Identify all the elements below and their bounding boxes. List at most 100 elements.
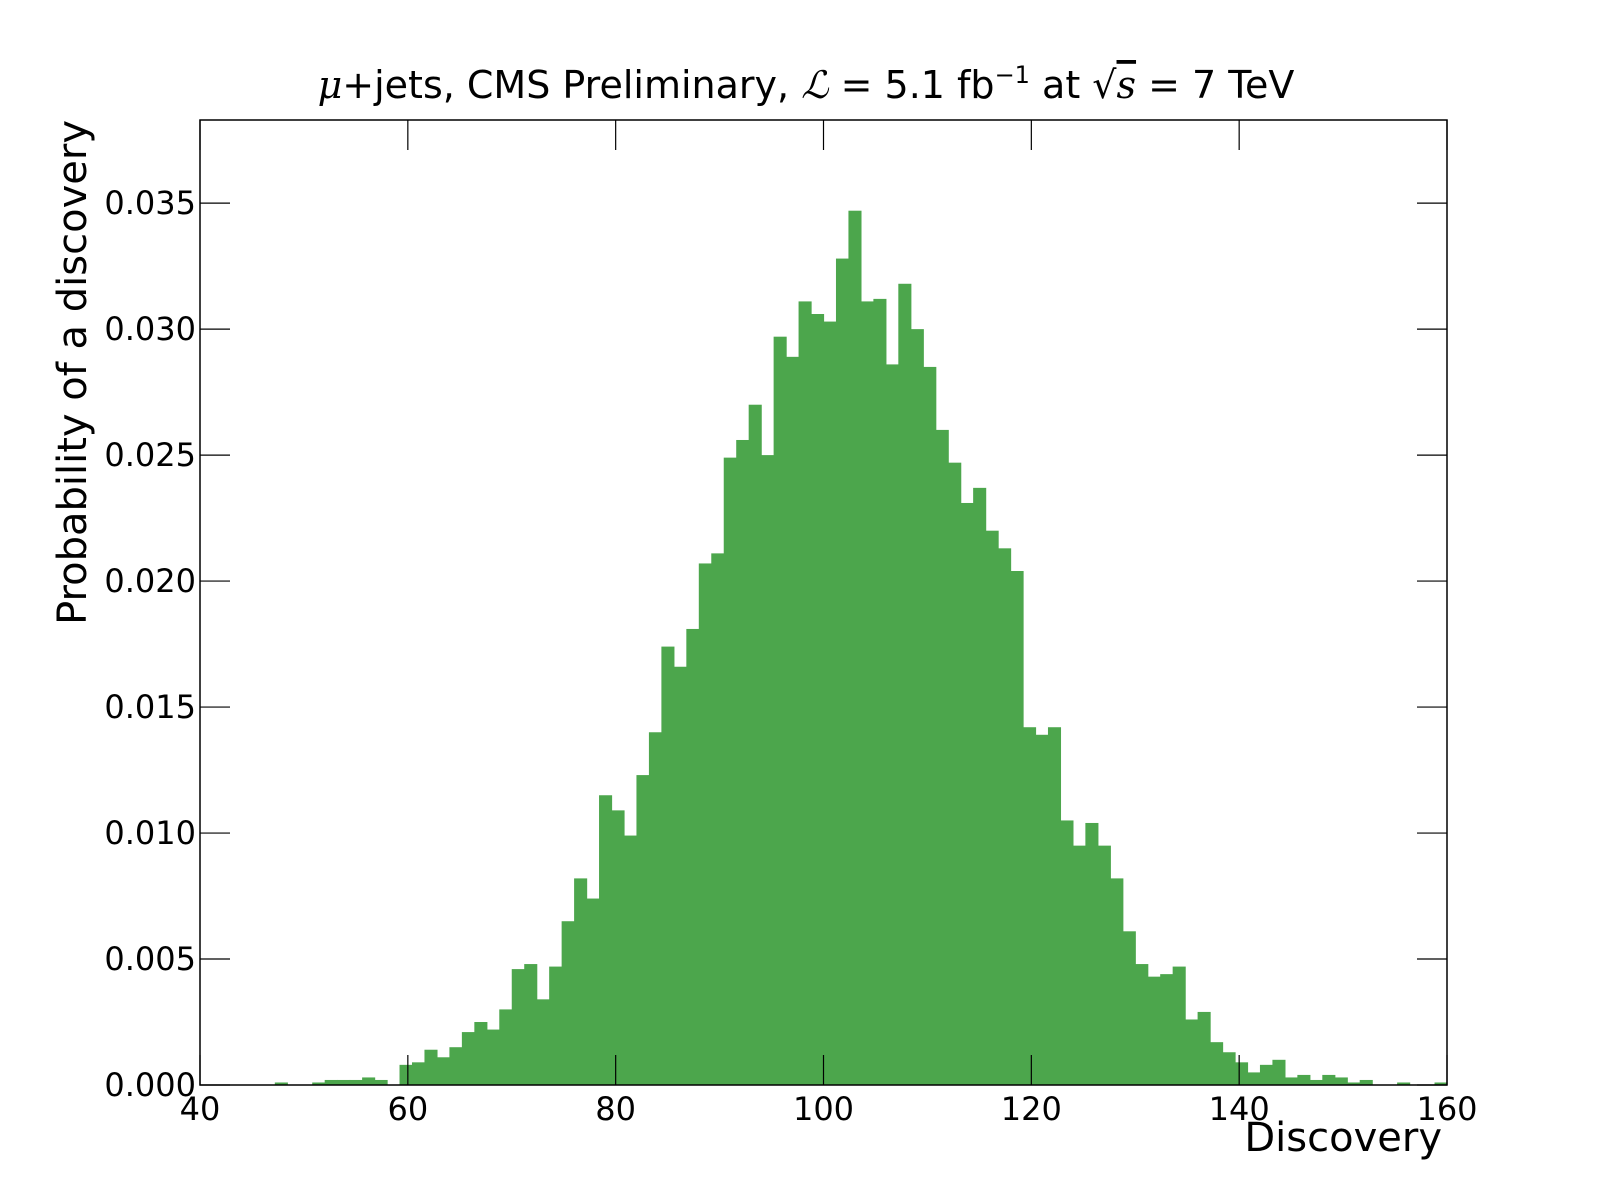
histogram-bar	[499, 1009, 513, 1085]
histogram-bar	[860, 301, 874, 1085]
x-tick-label: 120	[1001, 1090, 1062, 1128]
histogram-bar	[474, 1022, 488, 1085]
title-sqrt: √	[1092, 63, 1117, 107]
title-part2: = 5.1 fb	[829, 63, 995, 107]
histogram-bar	[923, 366, 937, 1085]
x-tick-label: 40	[180, 1090, 221, 1128]
histogram-bar	[1284, 1077, 1298, 1085]
histogram-bar	[1359, 1079, 1373, 1085]
histogram-bar	[1347, 1082, 1361, 1085]
y-tick-label: 0.005	[104, 940, 196, 978]
histogram-bar	[337, 1079, 351, 1085]
histogram-bar	[312, 1082, 326, 1085]
histogram-bar	[1210, 1042, 1224, 1085]
histogram-bar	[1397, 1082, 1411, 1085]
histogram-bar	[848, 210, 862, 1085]
x-tick-label: 100	[793, 1090, 854, 1128]
histogram-bar	[1322, 1074, 1336, 1085]
y-tick-label: 0.030	[104, 310, 196, 348]
histogram-bar	[1035, 734, 1049, 1085]
histogram-bar	[611, 810, 625, 1085]
y-tick-label: 0.000	[104, 1066, 196, 1104]
title-part4: = 7 TeV	[1136, 63, 1294, 107]
histogram-bar	[1247, 1072, 1261, 1085]
histogram-bar	[898, 283, 912, 1086]
histogram-bar	[773, 336, 787, 1085]
histogram-bar	[935, 429, 949, 1085]
histogram-bar	[436, 1057, 450, 1085]
histogram-bar	[1272, 1059, 1286, 1085]
histogram-bar	[1147, 976, 1161, 1085]
y-tick-label: 0.015	[104, 688, 196, 726]
x-tick-label: 60	[387, 1090, 428, 1128]
histogram-bar	[723, 457, 737, 1085]
histogram-bar	[973, 487, 987, 1085]
histogram-bar	[1072, 845, 1086, 1085]
histogram-bar	[698, 563, 712, 1085]
histogram-bar	[374, 1079, 388, 1085]
histogram-bar	[885, 364, 899, 1085]
histogram-bar	[1197, 1011, 1211, 1085]
histogram-bar	[985, 530, 999, 1085]
histogram-bar	[1085, 822, 1099, 1085]
histogram-bar	[486, 1029, 500, 1085]
histogram-bar	[711, 553, 725, 1085]
histogram-bar	[786, 356, 800, 1086]
plot-frame	[199, 119, 1448, 1086]
histogram-bar	[1160, 974, 1174, 1085]
histogram-bar	[549, 966, 563, 1085]
histogram-bar	[274, 1082, 288, 1085]
y-tick-label: 0.035	[104, 184, 196, 222]
y-tick-label: 0.025	[104, 436, 196, 474]
histogram-bar	[1110, 878, 1124, 1085]
title-s: s	[1117, 63, 1137, 107]
histogram-bar	[511, 969, 525, 1085]
histogram-bar	[1097, 845, 1111, 1085]
histogram-bar	[798, 301, 812, 1085]
histogram-bar	[1222, 1052, 1236, 1085]
histogram-bar	[648, 732, 662, 1085]
histogram-bar	[586, 898, 600, 1085]
histogram-bar	[761, 455, 775, 1085]
y-axis-label: Probability of a discovery	[50, 120, 96, 625]
title-exponent: −1	[995, 61, 1030, 89]
histogram-bar	[461, 1032, 475, 1085]
x-tick-label: 80	[595, 1090, 636, 1128]
histogram-bar	[536, 999, 550, 1085]
histogram-bar	[686, 628, 700, 1085]
histogram-bar	[424, 1049, 438, 1085]
histogram-bar	[1235, 1062, 1249, 1085]
title-part3: at	[1030, 63, 1092, 107]
histogram-bar	[873, 298, 887, 1085]
title-mu: μ	[318, 63, 343, 107]
histogram-bar	[324, 1079, 338, 1085]
title-luminosity-symbol: ℒ	[801, 63, 830, 107]
histogram-bar	[948, 462, 962, 1085]
x-tick-label: 140	[1209, 1090, 1270, 1128]
y-tick-label: 0.020	[104, 562, 196, 600]
histogram-bars	[274, 210, 1448, 1086]
histogram-bar	[399, 1064, 413, 1085]
histogram-bar	[661, 646, 675, 1085]
histogram-bar	[524, 964, 538, 1085]
histogram-bar	[835, 258, 850, 1085]
chart-title: μ+jets, CMS Preliminary, ℒ = 5.1 fb−1 at…	[318, 61, 1295, 107]
histogram-bar	[1334, 1077, 1348, 1085]
histogram-bar	[1259, 1064, 1274, 1085]
x-axis-label: Discovery	[1244, 1115, 1442, 1161]
histogram-bar	[411, 1062, 426, 1085]
histogram-bar	[561, 921, 575, 1085]
histogram-bar	[449, 1047, 463, 1085]
histogram-bar	[362, 1077, 376, 1085]
histogram-bar	[1309, 1079, 1323, 1085]
histogram-bar	[349, 1079, 363, 1085]
histogram-bar	[1047, 727, 1062, 1085]
tick-labels: 40 60 80 100 120 140 160 0.000 0.005 0.010 0.015 0.…	[104, 184, 1477, 1128]
histogram-bar	[623, 835, 638, 1085]
histogram-bar	[599, 795, 613, 1085]
histogram-bar	[1172, 966, 1186, 1085]
title-part1: +jets, CMS Preliminary,	[342, 63, 801, 107]
histogram-bar	[1060, 820, 1074, 1085]
x-tick-label: 160	[1416, 1090, 1477, 1128]
